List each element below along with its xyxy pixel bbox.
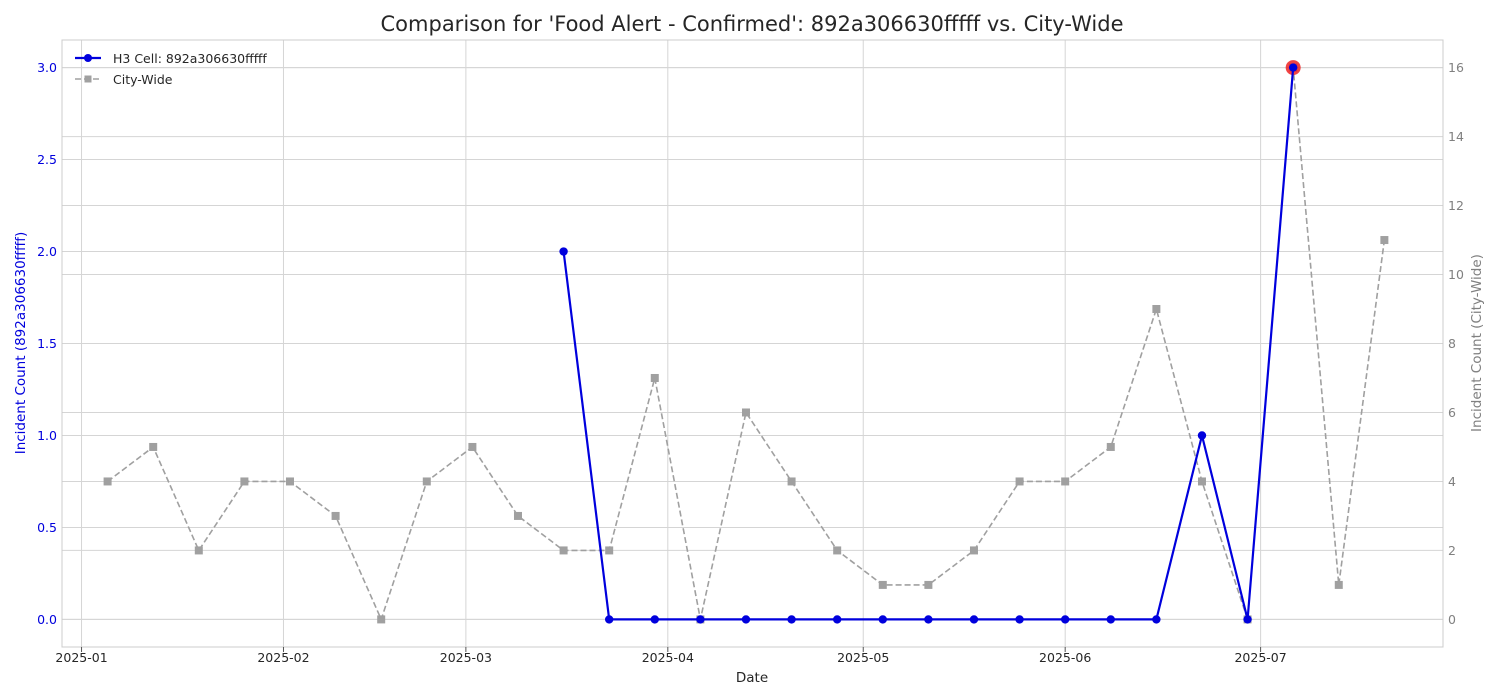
x-tick-label: 2025-02: [257, 650, 309, 665]
x-tick-label: 2025-01: [55, 650, 107, 665]
h3-cell-point: [696, 615, 705, 624]
city-wide-point: [285, 477, 294, 486]
chart-title: Comparison for 'Food Alert - Confirmed':…: [381, 12, 1124, 36]
city-wide-point: [969, 546, 978, 555]
legend: H3 Cell: 892a306630fffff City-Wide: [75, 51, 267, 87]
h3-cell-point: [604, 615, 614, 624]
y-axis-left-label: Incident Count (892a306630fffff): [13, 232, 29, 455]
city-wide-point: [1015, 477, 1024, 486]
city-wide-point: [1380, 236, 1389, 245]
city-wide-point: [149, 442, 158, 451]
y-left-tick-label: 0.0: [37, 612, 57, 627]
axes-layer: 2025-01 2025-02 2025-03 2025-04 2025-05 2025-…: [37, 60, 1464, 665]
h3-cell-point: [969, 615, 979, 624]
h3-cell-point: [741, 615, 751, 624]
city-wide-point: [1106, 442, 1115, 451]
x-axis-label: Date: [736, 670, 768, 686]
y-right-tick-label: 4: [1448, 474, 1456, 489]
y-right-tick-label: 10: [1448, 267, 1464, 282]
y-left-tick-label: 2.5: [37, 152, 57, 167]
city-wide-point: [468, 442, 477, 451]
h3-cell-point: [1288, 63, 1298, 72]
y-left-tick-label: 0.5: [37, 520, 57, 535]
city-wide-point: [194, 546, 203, 555]
x-tick-label: 2025-03: [440, 650, 492, 665]
legend-marker-city-wide: [84, 75, 92, 83]
city-wide-point: [1061, 477, 1070, 486]
x-tick-label: 2025-04: [642, 650, 694, 665]
y-right-tick-label: 14: [1448, 129, 1464, 144]
city-wide-point: [1334, 580, 1343, 589]
y-right-tick-label: 2: [1448, 543, 1456, 558]
city-wide-point: [605, 546, 614, 555]
h3-cell-point: [650, 615, 659, 624]
y-right-tick-label: 6: [1448, 405, 1456, 420]
grid: [62, 40, 1443, 647]
h3-cell-point: [1152, 615, 1161, 624]
city-wide-point: [878, 580, 887, 589]
y-left-tick-label: 2.0: [37, 244, 57, 259]
h3-cell-point: [1060, 615, 1070, 624]
city-wide-point: [1197, 477, 1206, 486]
y-right-tick-label: 0: [1448, 612, 1456, 627]
city-wide-point: [103, 477, 112, 486]
h3-cell-point: [787, 615, 796, 624]
city-wide-point: [741, 408, 750, 417]
y-right-tick-label: 8: [1448, 336, 1456, 351]
x-tick-label: 2025-05: [837, 650, 889, 665]
y-right-tick-label: 12: [1448, 198, 1464, 213]
h3-cell-point: [1015, 615, 1024, 624]
h3-cell-point: [1197, 431, 1207, 440]
y-left-tick-label: 1.5: [37, 336, 57, 351]
h3-cell-point: [559, 247, 568, 256]
h3-cell-point: [878, 615, 887, 624]
x-tick-label: 2025-06: [1039, 650, 1091, 665]
city-wide-point: [924, 580, 933, 589]
city-wide-point: [1152, 305, 1161, 314]
city-wide-point: [559, 546, 568, 555]
plot-frame: [61, 39, 1444, 648]
h3-cell-point: [832, 615, 842, 624]
series-layer: [103, 60, 1389, 624]
y-right-tick-label: 16: [1448, 60, 1464, 75]
city-wide-point: [240, 477, 249, 486]
city-wide-point: [787, 477, 796, 486]
legend-marker-h3-cell: [84, 54, 92, 62]
x-tick-label: 2025-07: [1234, 650, 1286, 665]
city-wide-point: [422, 477, 431, 486]
y-left-tick-label: 1.0: [37, 428, 57, 443]
city-wide-point: [650, 373, 659, 382]
h3-cell-point: [1243, 615, 1252, 624]
legend-label-h3-cell: H3 Cell: 892a306630fffff: [113, 51, 267, 66]
h3-cell-point: [1106, 615, 1115, 624]
city-wide-point: [377, 615, 386, 624]
city-wide-point: [513, 511, 522, 520]
y-left-tick-label: 3.0: [37, 60, 57, 75]
city-wide-point: [331, 511, 340, 520]
legend-label-city-wide: City-Wide: [113, 72, 173, 87]
h3-cell-point: [924, 615, 933, 624]
city-wide-line: [107, 67, 1386, 622]
y-axis-right-label: Incident Count (City-Wide): [1469, 254, 1485, 432]
city-wide-point: [833, 546, 842, 555]
